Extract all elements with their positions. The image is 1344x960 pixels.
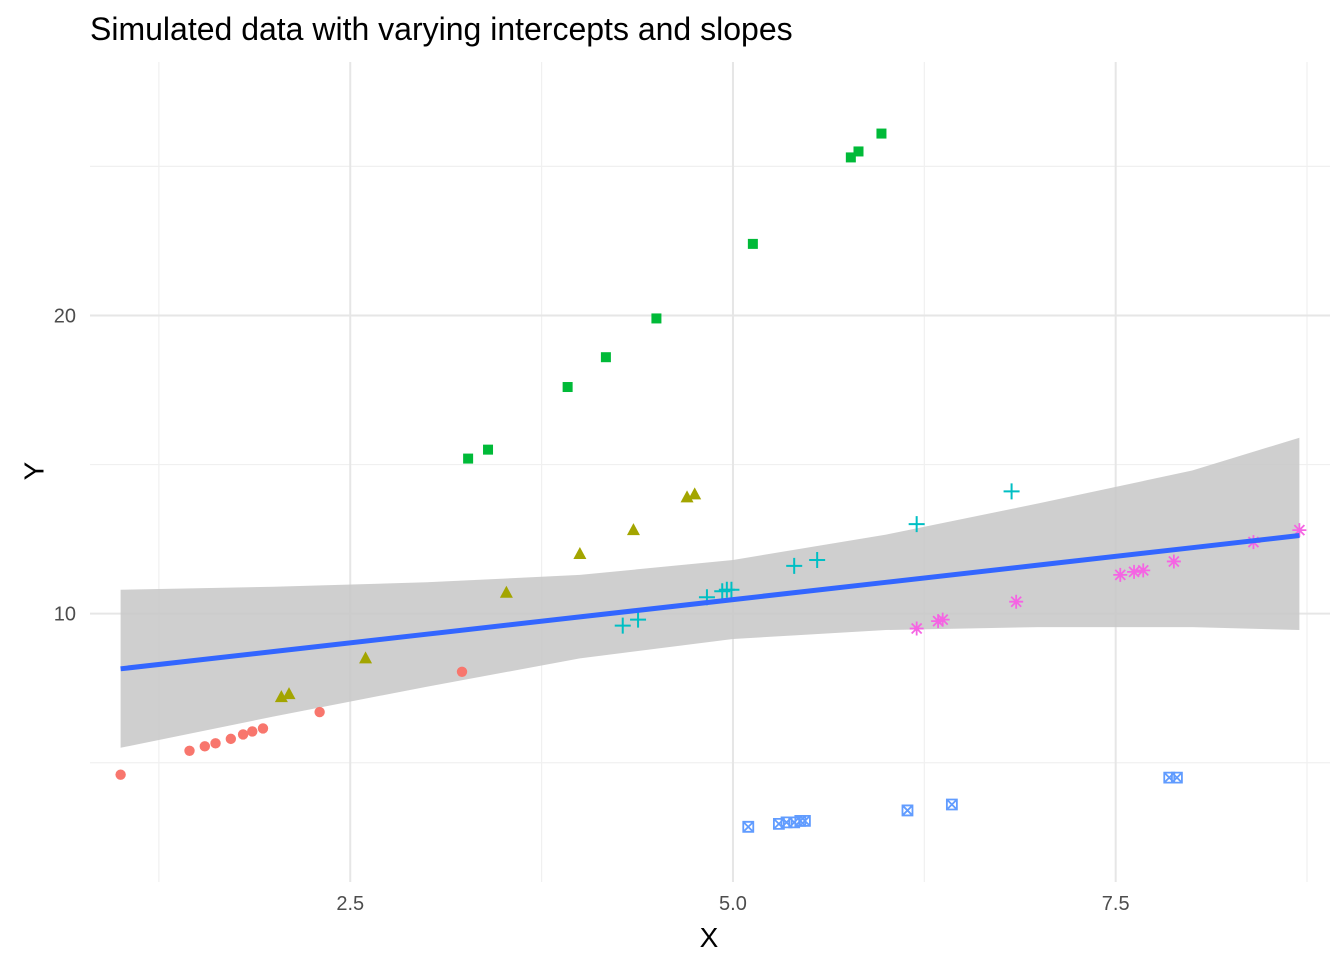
data-point: [1113, 567, 1128, 582]
data-point: [908, 516, 925, 533]
regression-fit-line: [120, 533, 1300, 672]
tick-labels-layer: 2.5 5.0 7.5 10 20: [54, 305, 1130, 915]
data-point: [456, 666, 468, 677]
y-tick-label: 20: [54, 305, 76, 327]
data-point: [876, 128, 887, 139]
data-point: [1171, 771, 1183, 784]
data-point: [1292, 523, 1307, 538]
data-point: [247, 726, 258, 737]
data-point: [630, 611, 647, 628]
data-point: [562, 382, 573, 393]
x-tick-label: 7.5: [1102, 893, 1130, 915]
data-point: [115, 769, 126, 780]
data-point: [1136, 563, 1151, 578]
data-point: [799, 814, 811, 827]
data-point: [237, 729, 249, 740]
data-point: [688, 487, 702, 500]
data-point: [853, 146, 864, 157]
data-point: [931, 614, 946, 629]
chart-title: Simulated data with varying intercepts a…: [90, 11, 793, 47]
data-point: [742, 820, 755, 833]
y-tick-label: 10: [54, 604, 76, 626]
data-point: [1166, 554, 1181, 569]
data-point: [257, 723, 269, 734]
data-point: [600, 352, 611, 363]
data-point: [499, 585, 513, 598]
data-point: [573, 547, 587, 559]
fit-line-layer: [120, 533, 1300, 672]
x-tick-label: 2.5: [336, 893, 364, 915]
data-point: [614, 617, 631, 634]
points-layer: [115, 128, 1307, 833]
data-point: [723, 581, 740, 598]
x-tick-label: 5.0: [719, 893, 747, 915]
data-point: [463, 453, 474, 464]
data-point: [184, 745, 195, 756]
x-axis-title: X: [700, 922, 719, 953]
data-point: [282, 687, 296, 700]
data-point: [786, 557, 803, 574]
data-point: [314, 706, 325, 718]
data-point: [626, 523, 640, 536]
data-point: [225, 733, 237, 745]
data-point: [651, 313, 662, 324]
data-point: [210, 738, 221, 749]
data-point: [809, 551, 826, 568]
data-point: [909, 621, 924, 636]
data-point: [747, 238, 758, 249]
data-point: [483, 444, 494, 455]
data-point: [945, 798, 958, 811]
y-axis-title: Y: [18, 461, 49, 480]
data-point: [935, 612, 950, 627]
data-point: [359, 651, 373, 664]
data-point: [1127, 564, 1142, 579]
data-point: [845, 152, 856, 163]
data-point: [901, 804, 914, 817]
data-point: [199, 741, 211, 752]
data-point: [1009, 594, 1024, 609]
confidence-band: [120, 437, 1300, 748]
data-point: [1003, 483, 1020, 500]
confidence-band-layer: [120, 437, 1300, 748]
